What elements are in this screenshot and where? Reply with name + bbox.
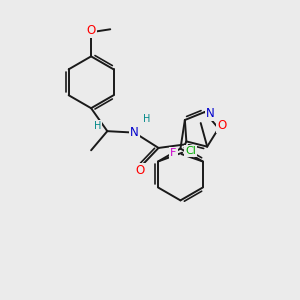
Text: F: F — [170, 148, 177, 158]
Text: N: N — [130, 126, 139, 139]
Text: H: H — [143, 114, 150, 124]
Text: N: N — [206, 107, 215, 120]
Text: Cl: Cl — [185, 146, 196, 156]
Text: O: O — [135, 164, 144, 177]
Text: O: O — [217, 119, 226, 132]
Text: H: H — [94, 121, 101, 131]
Text: O: O — [86, 24, 96, 37]
